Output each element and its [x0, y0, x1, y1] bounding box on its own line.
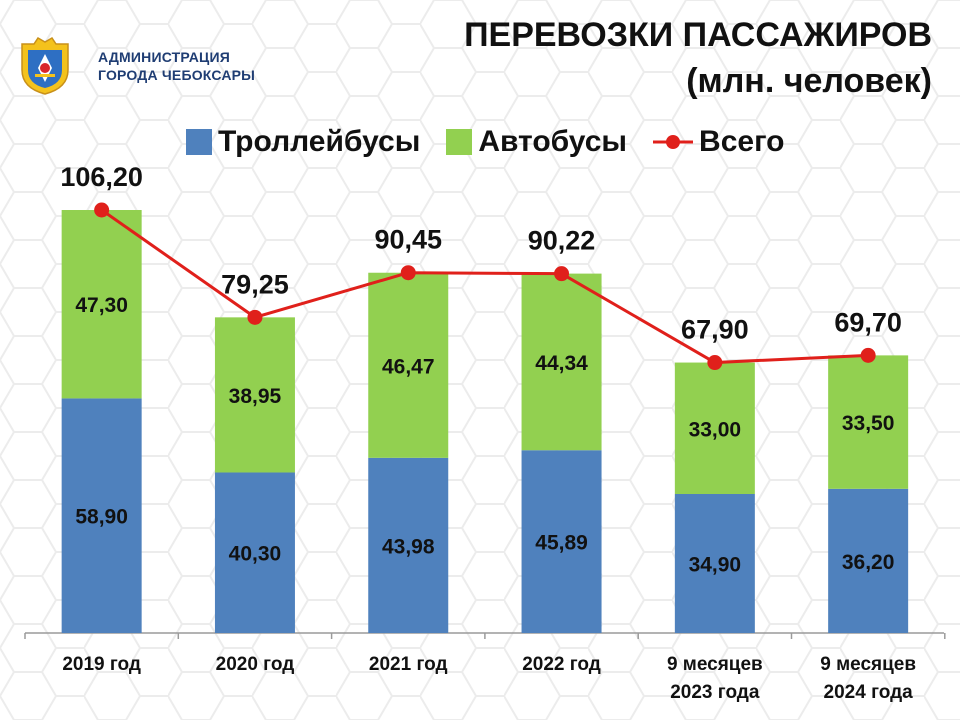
legend-swatch-bus [446, 129, 473, 155]
data-label-total: 90,22 [528, 226, 596, 256]
x-tick-label: 2024 года [824, 682, 914, 703]
x-tick-label: 9 месяцев [820, 654, 916, 675]
data-label-trolleybus: 34,90 [689, 553, 742, 576]
legend-label-total: Всего [699, 125, 785, 158]
chart-legend: Троллейбусы Автобусы Всего [186, 122, 811, 162]
legend-item-bus: Автобусы [446, 125, 627, 159]
data-label-bus: 47,30 [75, 294, 128, 317]
data-label-bus: 44,34 [535, 352, 588, 375]
organization-name: АДМИНИСТРАЦИЯ ГОРОДА ЧЕБОКСАРЫ [98, 48, 255, 84]
bar-trolleybus [368, 457, 449, 633]
bar-bus [521, 273, 602, 451]
x-tick-label: 2019 год [62, 654, 141, 675]
chart-title: ПЕРЕВОЗКИ ПАССАЖИРОВ (млн. человек) [464, 12, 932, 104]
data-label-total: 90,45 [374, 225, 442, 255]
total-point [94, 202, 110, 218]
data-label-total: 106,20 [60, 162, 143, 192]
total-line [100, 208, 869, 365]
bar-bus [368, 272, 449, 458]
legend-label-trolleybus: Троллейбусы [218, 125, 421, 158]
legend-item-trolleybus: Троллейбусы [186, 125, 420, 159]
x-tick-label: 2021 год [369, 654, 448, 675]
bar-trolleybus [674, 493, 755, 633]
bar-bus [828, 355, 909, 489]
data-label-bus: 33,50 [842, 412, 895, 435]
x-tick-label: 2023 года [670, 682, 760, 703]
org-name-line2: ГОРОДА ЧЕБОКСАРЫ [98, 67, 256, 83]
data-label-trolleybus: 45,89 [535, 532, 588, 555]
total-point [247, 309, 263, 325]
legend-label-bus: Автобусы [478, 125, 628, 158]
total-point [860, 347, 876, 363]
total-point [400, 265, 416, 281]
data-label-trolleybus: 43,98 [382, 535, 435, 558]
data-label-total: 69,70 [834, 307, 902, 337]
legend-item-total: Всего [653, 125, 785, 159]
bar-trolleybus [214, 472, 295, 633]
bar-bus [61, 210, 142, 399]
data-label-total: 79,25 [221, 269, 289, 299]
x-tick-label: 9 месяцев [667, 654, 763, 675]
total-point [554, 266, 570, 282]
data-label-bus: 46,47 [382, 355, 435, 378]
data-label-bus: 33,00 [689, 418, 742, 441]
city-coat-of-arms-logo [21, 37, 69, 95]
data-label-trolleybus: 40,30 [229, 543, 282, 566]
chart-title-line1: ПЕРЕВОЗКИ ПАССАЖИРОВ [464, 16, 932, 54]
total-point [707, 355, 723, 371]
org-name-line1: АДМИНИСТРАЦИЯ [98, 49, 230, 65]
x-tick-label: 2022 год [522, 654, 601, 675]
bar-trolleybus [521, 450, 602, 633]
bar-bus [214, 317, 295, 473]
data-label-total: 67,90 [681, 315, 749, 345]
data-label-trolleybus: 36,20 [842, 551, 895, 574]
legend-swatch-total [653, 135, 694, 149]
x-tick-label: 2020 год [216, 654, 295, 675]
bar-trolleybus [828, 488, 909, 633]
data-label-trolleybus: 58,90 [75, 506, 128, 529]
bar-trolleybus [61, 398, 142, 633]
bar-bus [674, 362, 755, 494]
data-label-bus: 38,95 [229, 385, 282, 408]
chart-title-line2: (млн. человек) [686, 62, 932, 100]
legend-swatch-trolleybus [186, 129, 212, 155]
